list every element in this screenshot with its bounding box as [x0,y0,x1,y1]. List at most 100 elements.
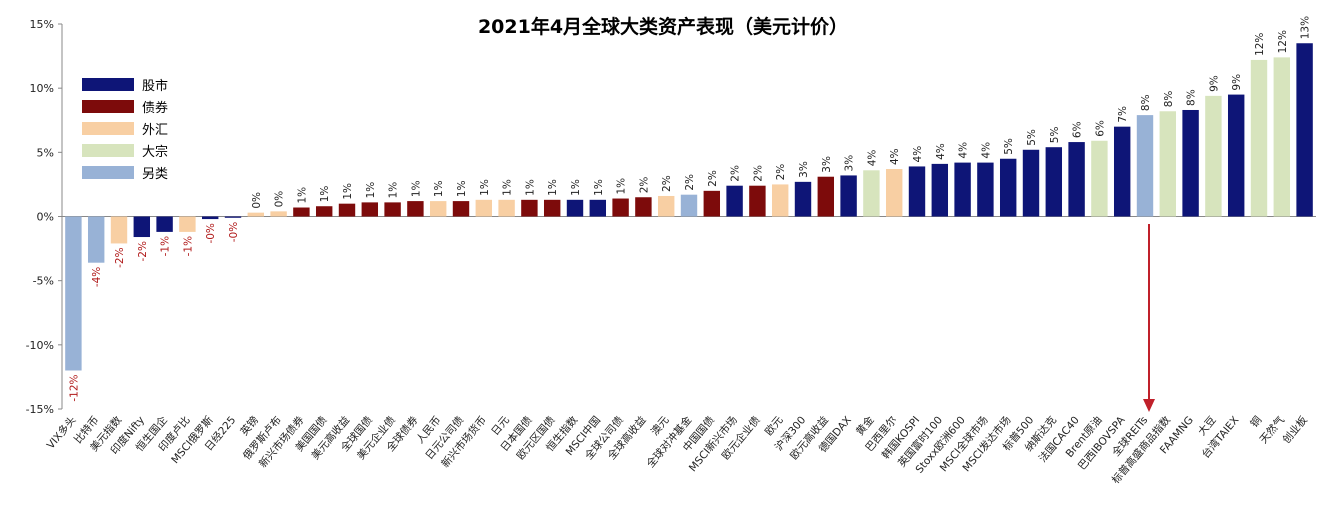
bar [840,175,857,217]
data-label: 1% [479,179,491,196]
bar [1091,140,1108,217]
bar [635,197,652,217]
bar [133,216,151,238]
legend-swatch [82,122,134,135]
bar [338,203,356,217]
bar [794,181,812,217]
bar [749,185,766,217]
data-label: 4% [958,142,970,159]
bar [384,202,401,217]
x-tick-label: VIX多头 [44,414,79,452]
data-label: 1% [524,179,536,196]
bar [224,216,242,218]
bar [1250,59,1268,217]
bar [817,176,835,217]
y-tick-label: 5% [37,146,54,159]
bar [1045,147,1063,217]
bar [1113,126,1131,217]
bar [771,184,789,217]
bar [247,212,265,217]
data-label: 12% [1254,33,1266,56]
bar [726,185,743,217]
legend-label: 股市 [142,78,168,94]
bar [1273,57,1291,217]
bar [1227,94,1245,217]
bar [931,163,949,217]
bar [87,216,105,263]
chart-title: 2021年4月全球大类资产表现（美元计价） [478,15,848,38]
y-tick-label: -5% [33,275,54,288]
bar [885,169,903,217]
data-label: 9% [1208,75,1220,92]
data-label: 2% [752,165,764,182]
bar [1136,115,1154,217]
data-label: 1% [433,180,445,197]
data-label: 2% [684,174,696,191]
data-label: 1% [547,179,559,196]
data-label: 5% [1049,127,1061,144]
data-label: 13% [1300,16,1312,39]
legend-swatch [82,78,134,91]
y-tick-label: -10% [26,339,54,352]
data-label: 4% [889,148,901,165]
data-label: 1% [296,187,308,204]
data-label: 1% [319,186,331,203]
data-label: -12% [68,374,80,401]
bar [521,199,538,217]
bar [1182,109,1199,217]
bar [1068,142,1085,217]
bar [452,201,470,217]
bar [65,216,82,371]
data-label: 4% [866,150,878,167]
data-label: 3% [844,155,856,172]
data-label: 2% [775,164,787,181]
data-label: 8% [1186,89,1198,106]
bar [1022,149,1040,217]
data-label: 1% [342,183,354,200]
data-label: 1% [616,178,628,195]
data-label: 0% [274,191,286,208]
data-label: 1% [365,182,377,199]
bar [315,206,333,217]
data-label: -4% [91,267,103,287]
data-label: -1% [182,236,194,256]
bar [703,190,721,217]
bar [977,162,994,217]
data-label: 2% [707,170,719,187]
data-label: 12% [1277,30,1289,53]
data-label: 1% [570,179,582,196]
bar [270,211,287,217]
data-label: 1% [410,180,422,197]
data-label: 8% [1140,94,1152,111]
data-label: 6% [1072,121,1084,138]
data-label: 3% [798,161,810,178]
legend-label: 债券 [142,100,168,116]
bar [612,198,629,217]
bar [156,216,173,232]
data-label: -2% [137,241,149,261]
data-label: 1% [593,179,605,196]
data-label: 8% [1163,91,1175,108]
bar [179,216,196,232]
bar [201,216,219,220]
annotation-arrow-head [1143,399,1155,412]
data-label: 9% [1231,74,1243,91]
bar [361,202,379,217]
bar [657,195,675,217]
bar [293,207,310,217]
y-tick-label: 10% [30,82,54,95]
data-label: -0% [228,222,240,242]
legend-label: 外汇 [142,123,168,138]
data-label: 5% [1026,129,1038,146]
data-label: 5% [1003,138,1015,155]
data-label: 4% [912,146,924,163]
bar [543,199,561,217]
data-label: 0% [251,192,263,209]
legend-label: 大宗 [142,144,168,160]
bar [1205,95,1222,217]
data-label: 2% [661,175,673,192]
bar [680,194,698,217]
data-label: 3% [821,156,833,173]
